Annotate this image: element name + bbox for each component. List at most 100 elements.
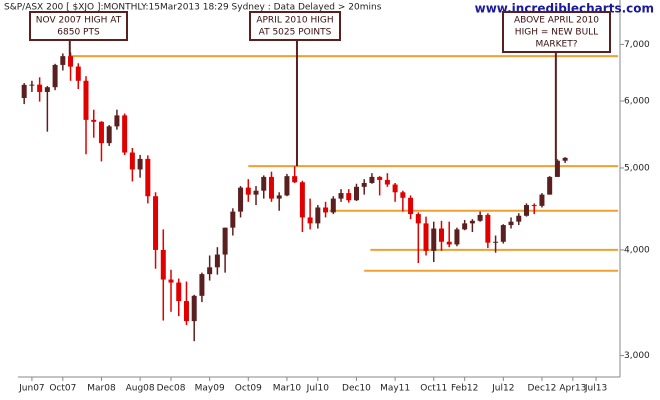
candle-body: [284, 176, 290, 196]
candle-body: [114, 115, 120, 127]
candle-body: [207, 267, 213, 275]
candle-body: [98, 121, 104, 144]
y-tick-label: 3,000: [624, 351, 650, 361]
annotation-box: [29, 11, 128, 41]
annotation-text: NOV 2007 HIGH AT: [36, 16, 122, 26]
annotation-text: ABOVE APRIL 2010: [514, 16, 599, 26]
candle-body: [500, 225, 506, 242]
candle-body: [446, 241, 452, 245]
x-tick-label: Apr13: [559, 384, 586, 394]
candle-body: [338, 193, 344, 199]
x-tick-label: Jul13: [584, 384, 607, 394]
candle-body: [438, 228, 444, 242]
candle-body: [122, 115, 128, 153]
candle-body: [106, 126, 112, 144]
candle-body: [392, 184, 398, 193]
x-tick-label: Dec12: [528, 384, 557, 394]
annotation-box: [502, 11, 611, 53]
candle-body: [531, 205, 537, 207]
y-tick-label: 4,000: [624, 245, 650, 255]
candle-body: [21, 84, 27, 98]
candle-body: [562, 157, 568, 161]
candle-body: [454, 229, 460, 245]
candle-body: [145, 158, 151, 197]
candle-body: [423, 223, 429, 251]
candle-body: [369, 176, 375, 183]
annotation-text: 6850 PTS: [57, 28, 100, 38]
x-tick-label: Mar10: [273, 384, 302, 394]
candle-body: [261, 176, 267, 191]
candle-body: [307, 217, 313, 224]
candle-body: [554, 160, 560, 177]
candle-body: [477, 214, 483, 221]
candle-body: [431, 228, 437, 251]
candle-body: [299, 182, 305, 218]
candle-body: [199, 274, 205, 296]
x-tick-label: Oct07: [49, 384, 76, 394]
x-tick-label: Jun07: [18, 384, 45, 394]
candle-body: [462, 223, 468, 230]
candle-body: [52, 64, 58, 88]
candle-body: [485, 214, 491, 243]
candle-body: [222, 227, 228, 255]
candle-body: [83, 80, 89, 120]
candle-body: [245, 187, 251, 195]
candle-body: [137, 158, 143, 170]
candle-body: [160, 249, 166, 280]
x-tick-label: Feb12: [451, 384, 478, 394]
annotation-text: APRIL 2010 HIGH: [256, 16, 333, 26]
chart-title: S&P/ASX 200 [ $XJO ]:MONTHLY:15Mar2013 1…: [4, 3, 382, 13]
candle-body: [292, 176, 298, 183]
candle-body: [493, 241, 499, 243]
x-tick-label: Mar08: [87, 384, 116, 394]
candle-body: [377, 176, 383, 180]
candle-body: [168, 279, 174, 283]
candle-body: [37, 84, 43, 92]
candle-body: [539, 194, 545, 206]
x-tick-label: Oct11: [420, 384, 447, 394]
candle-body: [469, 220, 475, 224]
candle-body: [400, 192, 406, 198]
candle-body: [129, 152, 135, 170]
candle-body: [60, 56, 66, 65]
candle-body: [408, 197, 414, 215]
candle-body: [547, 176, 553, 195]
annotation-text: AT 5025 POINTS: [259, 28, 332, 38]
candle-body: [253, 190, 259, 195]
candle-body: [323, 207, 329, 213]
y-tick-label: 6,000: [624, 97, 650, 107]
candle-body: [268, 176, 274, 199]
candle-body: [315, 207, 321, 224]
candle-body: [516, 215, 522, 222]
x-tick-label: May11: [380, 384, 410, 394]
candle-body: [153, 196, 159, 250]
y-tick-label: 5,000: [624, 163, 650, 173]
candle-body: [183, 301, 189, 322]
x-tick-label: May09: [195, 384, 225, 394]
candle-body: [238, 187, 244, 212]
candle-body: [91, 119, 97, 122]
x-tick-label: Jul10: [306, 384, 330, 394]
candle-body: [415, 214, 421, 224]
x-tick-label: Dec10: [342, 384, 371, 394]
candle-body: [214, 254, 220, 268]
annotation-text: HIGH = NEW BULL: [515, 28, 598, 38]
candle-body: [353, 186, 359, 201]
candle-body: [361, 182, 367, 187]
annotation-box: [249, 11, 341, 41]
x-tick-label: Dec08: [157, 384, 186, 394]
x-tick-label: Jul12: [491, 384, 514, 394]
candle-body: [75, 66, 81, 81]
candle-body: [68, 56, 74, 67]
candle-body: [44, 87, 50, 92]
candle-body: [191, 295, 197, 322]
candle-body: [523, 205, 529, 216]
candle-body: [330, 198, 336, 213]
candle-body: [276, 195, 282, 199]
candle-body: [346, 193, 352, 201]
candle-body: [508, 221, 514, 226]
annotation-text: MARKET?: [535, 40, 577, 50]
candle-body: [29, 84, 35, 86]
